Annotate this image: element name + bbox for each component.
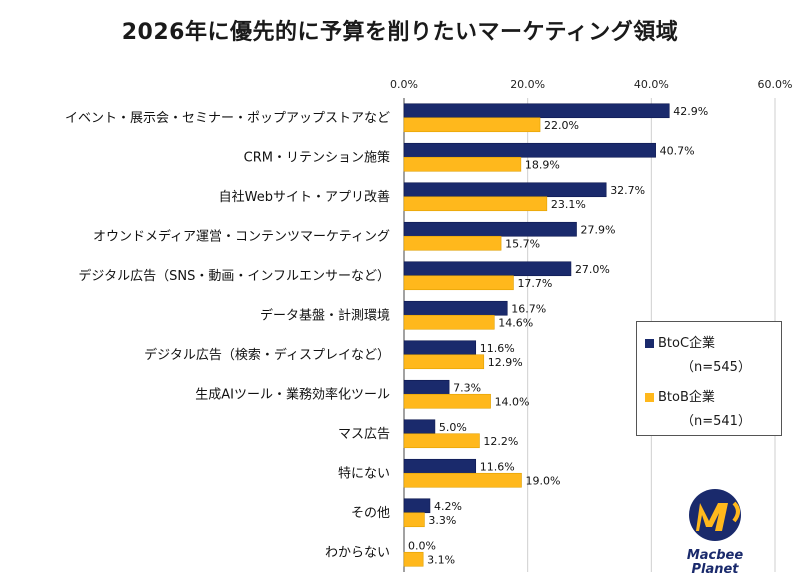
category-label: オウンドメディア運営・コンテンツマーケティング	[93, 228, 390, 244]
bar-btob	[403, 551, 424, 567]
bar-btob	[403, 433, 480, 449]
legend-swatch-btoc	[645, 339, 654, 348]
data-label: 42.9%	[673, 105, 708, 118]
data-label: 14.6%	[498, 316, 533, 329]
x-tick-label: 20.0%	[510, 78, 545, 91]
data-label: 11.6%	[480, 460, 515, 473]
category-label: CRM・リテンション施策	[244, 149, 390, 165]
bar-btob	[403, 393, 491, 409]
data-label: 12.9%	[488, 356, 523, 369]
category-label: デジタル広告（検索・ディスプレイなど）	[144, 347, 390, 363]
data-label: 11.6%	[480, 342, 515, 355]
data-label: 3.3%	[428, 514, 456, 527]
bar-btob	[403, 156, 522, 172]
category-label: 生成AIツール・業務効率化ツール	[195, 386, 390, 402]
x-tick-label: 0.0%	[390, 78, 418, 91]
legend-label-btob: BtoB企業	[658, 390, 715, 405]
category-label: 自社Webサイト・アプリ改善	[219, 189, 390, 205]
bar-btob	[403, 472, 522, 488]
bar-btoc	[403, 221, 577, 237]
bar-btoc	[403, 498, 431, 514]
data-label: 22.0%	[544, 119, 579, 132]
data-label: 0.0%	[408, 539, 436, 552]
bar-btoc	[403, 142, 656, 158]
category-label: データ基盤・計測環境	[260, 307, 390, 323]
x-tick-label: 40.0%	[634, 78, 669, 91]
legend-sample-btoc: （n=545）	[681, 360, 751, 375]
data-label: 15.7%	[505, 237, 540, 250]
legend-label-btoc: BtoC企業	[658, 336, 716, 351]
data-label: 18.9%	[525, 158, 560, 171]
x-tick-label: 60.0%	[758, 78, 793, 91]
data-label: 7.3%	[453, 381, 481, 394]
bar-btob	[403, 117, 541, 133]
bar-btoc	[403, 182, 607, 198]
bar-btoc	[403, 300, 508, 316]
logo-text-line2: Planet	[691, 562, 739, 577]
macbee-planet-logo: Macbee Planet	[687, 489, 744, 577]
category-label: マス広告	[338, 427, 390, 442]
category-label: わからない	[325, 545, 390, 560]
legend-item-btob: BtoB企業	[645, 386, 715, 405]
data-label: 12.2%	[483, 435, 518, 448]
legend-item-btoc: BtoC企業	[645, 332, 715, 351]
data-label: 5.0%	[439, 421, 467, 434]
bar-btoc	[403, 379, 450, 395]
legend-swatch-btob	[645, 393, 654, 402]
data-label: 40.7%	[660, 144, 695, 157]
data-label: 19.0%	[525, 474, 560, 487]
bar-btob	[403, 275, 514, 291]
bar-btob	[403, 354, 485, 370]
data-label: 32.7%	[610, 184, 645, 197]
bar-btob	[403, 196, 548, 212]
category-label: デジタル広告（SNS・動画・インフルエンサーなど）	[78, 268, 390, 284]
data-label: 14.0%	[495, 395, 530, 408]
bar-btoc	[403, 419, 436, 435]
bar-btoc	[403, 261, 572, 277]
chart-title: 2026年に優先的に予算を削りたいマーケティング領域	[121, 20, 679, 45]
bar-btoc	[403, 458, 477, 474]
data-label: 4.2%	[434, 500, 462, 513]
data-label: 23.1%	[551, 198, 586, 211]
category-label: イベント・展示会・セミナー・ポップアップストアなど	[65, 111, 390, 126]
bar-btob	[403, 512, 425, 528]
logo-text-line1: Macbee	[687, 548, 744, 563]
data-label: 3.1%	[427, 553, 455, 566]
bar-btoc	[403, 340, 477, 356]
bar-btoc	[403, 103, 670, 119]
legend: BtoC企業 （n=545） BtoB企業 （n=541）	[636, 321, 782, 436]
category-label: その他	[351, 506, 390, 521]
category-label: 特にない	[338, 466, 390, 481]
data-label: 27.0%	[575, 263, 610, 276]
data-label: 17.7%	[517, 277, 552, 290]
data-label: 27.9%	[581, 223, 616, 236]
data-label: 16.7%	[511, 302, 546, 315]
legend-sample-btob: （n=541）	[681, 414, 751, 429]
bar-btob	[403, 235, 502, 251]
bar-btob	[403, 314, 495, 330]
